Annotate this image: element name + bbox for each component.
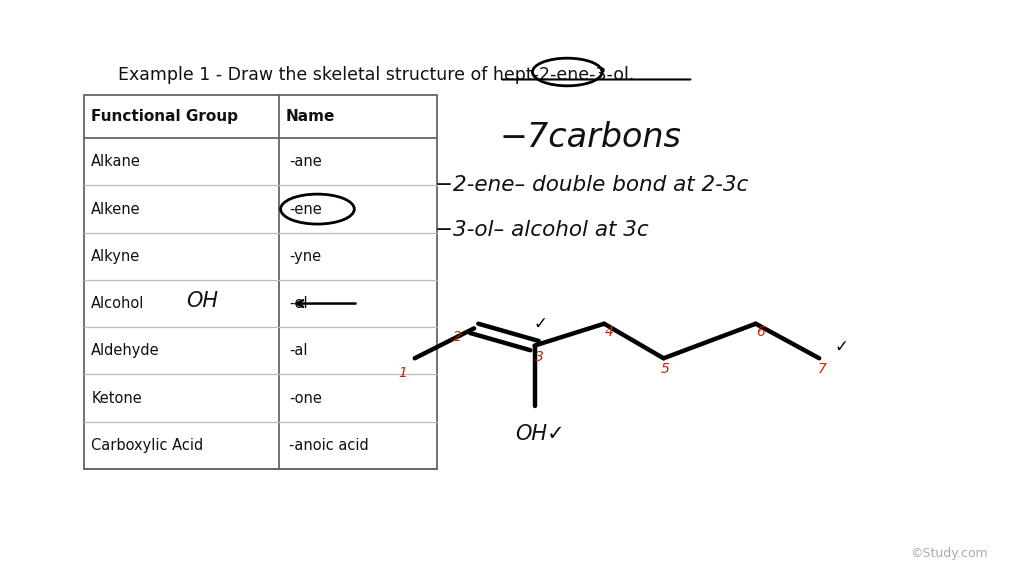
- Text: 2: 2: [454, 330, 462, 344]
- Text: Alkyne: Alkyne: [91, 249, 140, 264]
- Text: ✓: ✓: [534, 314, 548, 333]
- Text: Alcohol: Alcohol: [91, 296, 144, 311]
- Text: Alkane: Alkane: [91, 154, 141, 169]
- Text: −7carbons: −7carbons: [500, 120, 682, 154]
- Text: 6: 6: [757, 325, 765, 339]
- Text: -anoic acid: -anoic acid: [289, 438, 369, 453]
- Text: 7: 7: [818, 362, 826, 376]
- Text: -ane: -ane: [289, 154, 322, 169]
- Text: Example 1 - Draw the skeletal structure of hept-2-ene-3-ol.: Example 1 - Draw the skeletal structure …: [118, 66, 634, 84]
- Text: -ene: -ene: [289, 202, 322, 217]
- Text: Name: Name: [286, 109, 335, 124]
- Text: -ol: -ol: [289, 296, 307, 311]
- Text: Ketone: Ketone: [91, 391, 142, 406]
- Text: −3-ol– alcohol at 3c: −3-ol– alcohol at 3c: [435, 221, 649, 240]
- Text: OH: OH: [186, 291, 218, 310]
- Text: 3: 3: [536, 350, 544, 364]
- Text: ©Study.com: ©Study.com: [910, 547, 988, 560]
- Text: -al: -al: [289, 343, 307, 358]
- Text: 4: 4: [605, 325, 613, 339]
- Text: -yne: -yne: [289, 249, 321, 264]
- Text: ✓: ✓: [835, 338, 849, 356]
- Text: Carboxylic Acid: Carboxylic Acid: [91, 438, 204, 453]
- Text: 1: 1: [398, 366, 407, 380]
- Text: −2-ene– double bond at 2-3c: −2-ene– double bond at 2-3c: [435, 176, 749, 195]
- Text: -one: -one: [289, 391, 322, 406]
- Text: OH✓: OH✓: [515, 424, 564, 444]
- Text: 5: 5: [662, 362, 670, 376]
- Text: Alkene: Alkene: [91, 202, 140, 217]
- FancyBboxPatch shape: [84, 95, 437, 469]
- Text: Aldehyde: Aldehyde: [91, 343, 160, 358]
- Text: Functional Group: Functional Group: [91, 109, 239, 124]
